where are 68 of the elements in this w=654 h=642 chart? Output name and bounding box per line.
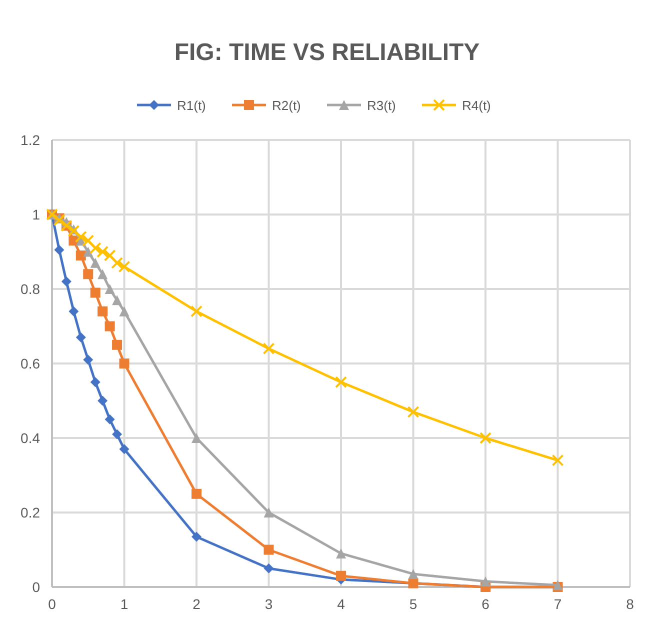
point: [104, 414, 115, 424]
point: [104, 249, 116, 262]
point: [98, 306, 108, 316]
point: [96, 246, 109, 258]
point: [264, 563, 274, 574]
point: [335, 376, 347, 388]
point: [112, 295, 122, 306]
point: [104, 284, 115, 294]
y-tick-label: 1: [32, 206, 40, 222]
x-tick-label: 4: [337, 596, 346, 612]
point: [74, 230, 87, 243]
point: [264, 508, 274, 518]
point: [76, 250, 86, 260]
point: [68, 224, 80, 237]
point: [112, 340, 122, 350]
point: [112, 429, 122, 440]
point: [119, 306, 130, 316]
point: [68, 306, 79, 316]
point: [407, 406, 420, 418]
point: [336, 548, 346, 558]
point: [90, 377, 100, 388]
point: [82, 234, 94, 247]
point: [552, 454, 564, 466]
x-tick-label: 1: [120, 596, 128, 612]
x-tick-label: 8: [626, 596, 634, 612]
legend-label: R3(t): [367, 98, 396, 113]
point: [192, 488, 202, 499]
x-tick-label: 5: [409, 596, 418, 612]
y-tick-label: 0.6: [20, 356, 40, 372]
point: [98, 269, 108, 280]
point: [118, 260, 130, 273]
legend-label: R2(t): [272, 98, 301, 113]
y-tick-label: 0.4: [20, 430, 40, 446]
point: [480, 576, 490, 586]
y-tick-label: 0: [32, 579, 40, 595]
y-tick-label: 0.2: [20, 504, 40, 520]
x-tick-label: 0: [48, 596, 56, 612]
point: [83, 269, 94, 280]
point: [264, 544, 274, 555]
legend-label: R4(t): [462, 98, 491, 113]
y-tick-label: 0.8: [20, 281, 40, 297]
point: [90, 258, 100, 268]
point: [480, 432, 492, 444]
point: [192, 532, 202, 542]
point: [119, 444, 130, 454]
legend-label: R1(t): [177, 98, 206, 113]
point: [83, 354, 94, 365]
point: [336, 570, 346, 581]
point: [111, 256, 124, 269]
x-tick-label: 7: [554, 596, 562, 612]
point: [90, 288, 100, 298]
point: [119, 358, 130, 368]
point: [192, 433, 202, 443]
point: [104, 321, 115, 332]
point: [76, 332, 86, 342]
point: [61, 276, 72, 287]
chart-title: FIG: TIME VS RELIABILITY: [174, 39, 480, 66]
x-tick-label: 6: [482, 596, 490, 612]
point: [98, 396, 108, 406]
point: [89, 242, 102, 254]
y-tick-label: 1.2: [20, 132, 40, 148]
point: [262, 342, 275, 355]
point: [83, 246, 94, 257]
point: [408, 568, 418, 579]
x-tick-label: 3: [264, 596, 273, 612]
point: [54, 244, 64, 255]
point: [190, 305, 202, 318]
x-tick-label: 2: [192, 596, 201, 612]
